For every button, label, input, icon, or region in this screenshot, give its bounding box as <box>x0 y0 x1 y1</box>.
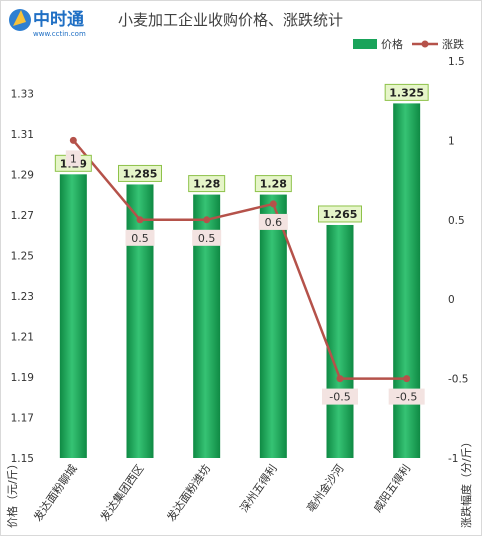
change-label-box <box>322 388 358 405</box>
cctin-logo: 中时通 www.cctin.com <box>9 9 86 38</box>
change-data-label: 0.6 <box>265 216 283 229</box>
change-point <box>69 136 77 144</box>
data-labels: 1.291.2851.281.281.2651.32510.50.50.6-0.… <box>54 83 429 405</box>
legend-price-swatch <box>353 39 377 49</box>
change-line <box>69 136 411 383</box>
left-tick-label: 1.23 <box>11 291 34 303</box>
change-series-line <box>72 139 407 380</box>
price-data-label: 1.28 <box>260 178 287 191</box>
price-data-label: 1.265 <box>323 208 358 221</box>
change-data-label: -0.5 <box>396 391 417 404</box>
y-axis-title-left: 价格（元/斤） <box>5 458 19 528</box>
legend-change-label: 涨跌 <box>442 37 464 51</box>
price-bar <box>259 194 287 458</box>
right-tick-label: 1.5 <box>448 56 465 68</box>
left-tick-label: 1.33 <box>11 88 34 100</box>
legend-change-marker <box>421 40 429 48</box>
change-data-label: 0.5 <box>131 232 149 245</box>
change-label-box <box>388 388 425 405</box>
right-tick-label: 1 <box>448 135 455 147</box>
logo-name: 中时通 <box>33 9 84 30</box>
change-point <box>136 216 144 224</box>
left-tick-label: 1.17 <box>11 412 34 424</box>
price-label-box <box>384 83 429 101</box>
left-tick-label: 1.21 <box>11 331 34 343</box>
left-tick-label: 1.29 <box>11 169 34 181</box>
left-tick-label: 1.25 <box>11 250 34 262</box>
right-tick-label: 0 <box>448 294 455 306</box>
left-tick-label: 1.15 <box>11 453 34 465</box>
right-tick-label: -0.5 <box>448 374 469 386</box>
price-label-box <box>118 164 162 182</box>
change-label-box <box>65 150 81 167</box>
change-data-label: -0.5 <box>329 391 350 404</box>
logo-url: www.cctin.com <box>33 30 86 38</box>
left-tick-label: 1.31 <box>11 129 34 141</box>
right-axis-ticks: -1 -0.5 0 0.5 1 1.5 <box>448 56 469 465</box>
price-bar <box>393 103 421 458</box>
price-data-label: 1.325 <box>389 86 424 99</box>
right-tick-label: -1 <box>448 453 458 465</box>
change-data-label: 1 <box>70 152 77 165</box>
price-bar <box>326 224 354 458</box>
legend: 价格 涨跌 <box>353 37 464 51</box>
change-label-box <box>192 229 222 246</box>
price-label-box <box>318 205 362 223</box>
price-bar <box>59 174 87 458</box>
left-tick-label: 1.19 <box>11 372 34 384</box>
left-tick-label: 1.27 <box>11 210 34 222</box>
change-data-label: 0.5 <box>198 232 216 245</box>
change-point <box>203 216 211 224</box>
price-label-box <box>254 175 292 193</box>
change-label-box <box>125 229 155 246</box>
change-point <box>269 200 277 208</box>
price-label-box <box>188 175 226 193</box>
price-data-label: 1.28 <box>193 178 220 191</box>
change-point <box>336 375 344 383</box>
change-label-box <box>258 213 288 230</box>
chart-title: 小麦加工企业收购价格、涨跌统计 <box>118 11 343 29</box>
left-axis-ticks: 1.15 1.17 1.19 1.21 1.23 1.25 1.27 1.29 1.31 1.33 <box>11 88 34 465</box>
right-tick-label: 0.5 <box>448 215 465 227</box>
price-data-label: 1.285 <box>123 167 158 180</box>
legend-price-label: 价格 <box>381 37 403 51</box>
price-bar <box>126 184 154 458</box>
change-point <box>403 375 411 383</box>
y-axis-title-right: 涨跌幅度（分/斤） <box>459 436 473 528</box>
